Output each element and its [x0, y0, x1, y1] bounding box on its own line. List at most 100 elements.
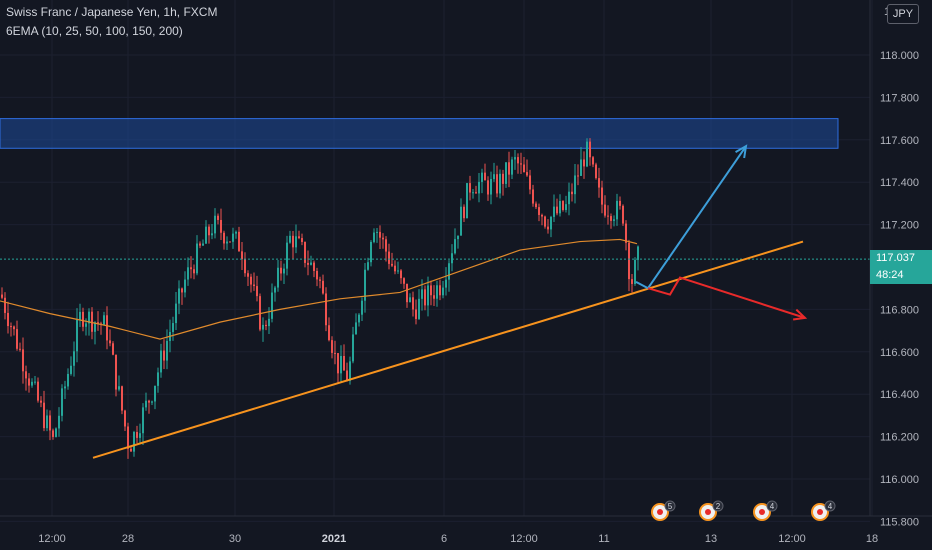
candle-body	[76, 319, 78, 352]
currency-badge[interactable]: JPY	[887, 4, 919, 24]
candle-body	[349, 361, 351, 381]
candle-body	[304, 241, 306, 263]
candle-body	[469, 183, 471, 193]
economic-event-icon[interactable]: 4	[753, 500, 778, 521]
candle-body	[568, 191, 570, 205]
candle-body	[37, 381, 39, 401]
candle-body	[373, 232, 375, 242]
candle-body	[391, 263, 393, 266]
candle-body	[160, 350, 162, 373]
candle-body	[250, 276, 252, 285]
indicator-legend[interactable]: 6EMA (10, 25, 50, 100, 150, 200)	[6, 24, 183, 38]
candle-body	[307, 262, 309, 265]
candle-body	[352, 334, 354, 362]
candle-body	[457, 235, 459, 240]
economic-event-icon[interactable]: 4	[811, 500, 836, 521]
candle-body	[25, 371, 27, 379]
candle-body	[553, 206, 555, 217]
candle-body	[346, 370, 348, 381]
candle-body	[118, 386, 120, 390]
event-count-badge: 4	[770, 502, 775, 511]
candle-body	[382, 237, 384, 240]
time-axis[interactable]: 12:00 28 30 2021 6 12:00 11 13 12:00 18	[38, 533, 878, 545]
candle-body	[202, 243, 204, 246]
candle-body	[232, 233, 234, 242]
candle-body	[388, 251, 390, 264]
price-tick-label: 115.800	[880, 516, 919, 528]
candle-body	[181, 288, 183, 293]
candle-body	[67, 373, 69, 387]
candle-body	[52, 430, 54, 437]
resistance-zone[interactable]	[0, 118, 839, 149]
time-tick-label: 30	[229, 533, 241, 545]
candle-body	[463, 206, 465, 219]
candle-body	[199, 243, 201, 246]
candle-body	[7, 312, 9, 327]
candle-body	[280, 267, 282, 274]
candle-body	[604, 204, 606, 216]
candle-body	[1, 294, 3, 298]
candle-body	[196, 243, 198, 274]
candle-body	[301, 238, 303, 242]
candle-body	[355, 322, 357, 335]
candle-body	[427, 285, 429, 306]
candle-body	[634, 259, 636, 284]
candle-body	[82, 311, 84, 327]
candle-body	[550, 216, 552, 230]
candle-body	[580, 159, 582, 176]
candle-body	[337, 353, 339, 374]
candle-body	[535, 203, 537, 208]
candle-body	[592, 157, 594, 165]
candle-body	[556, 206, 558, 214]
candle-body	[610, 216, 612, 221]
candle-body	[148, 400, 150, 403]
bearish-projection-arrow[interactable]	[647, 276, 806, 319]
candle-body	[367, 262, 369, 270]
candle-body	[58, 415, 60, 429]
candle-body	[622, 205, 624, 224]
time-tick-label: 28	[122, 533, 134, 545]
candle-body	[376, 231, 378, 233]
candle-body	[166, 340, 168, 361]
candle-body	[292, 235, 294, 248]
ascending-trendline[interactable]	[92, 240, 804, 459]
candle-body	[619, 200, 621, 206]
candle-body	[16, 329, 18, 349]
candle-body	[175, 303, 177, 324]
candle-body	[310, 262, 312, 265]
candle-body	[253, 284, 255, 287]
candle-body	[211, 233, 213, 236]
candle-body	[361, 300, 363, 315]
candle-body	[94, 322, 96, 332]
candle-body	[43, 402, 45, 429]
candle-body	[103, 315, 105, 325]
candle-body	[397, 270, 399, 272]
candle-body	[445, 279, 447, 288]
candle-body	[46, 415, 48, 429]
candle-body	[547, 226, 549, 230]
economic-event-icon[interactable]: 5	[651, 500, 676, 521]
candle-body	[79, 311, 81, 320]
candle-body	[415, 309, 417, 319]
candle-body	[238, 231, 240, 252]
event-count-badge: 5	[668, 502, 673, 511]
candle-body	[586, 141, 588, 167]
candle-body	[190, 267, 192, 270]
candle-body	[481, 172, 483, 182]
candle-body	[343, 355, 345, 371]
candle-body	[571, 191, 573, 195]
candle-body	[412, 297, 414, 310]
candle-body	[286, 242, 288, 269]
candle-body	[313, 262, 315, 271]
candle-body	[433, 295, 435, 299]
time-tick-label: 12:00	[778, 533, 806, 545]
candle-body	[133, 431, 135, 452]
candle-body	[64, 386, 66, 389]
price-axis[interactable]: 118.000 117.800 117.600 117.400 117.200 116.8…	[880, 6, 919, 528]
time-tick-label: 18	[866, 533, 878, 545]
candle-body	[259, 296, 261, 330]
economic-event-icon[interactable]: 2	[699, 500, 724, 521]
candle-body	[214, 215, 216, 234]
candle-body	[520, 163, 522, 165]
